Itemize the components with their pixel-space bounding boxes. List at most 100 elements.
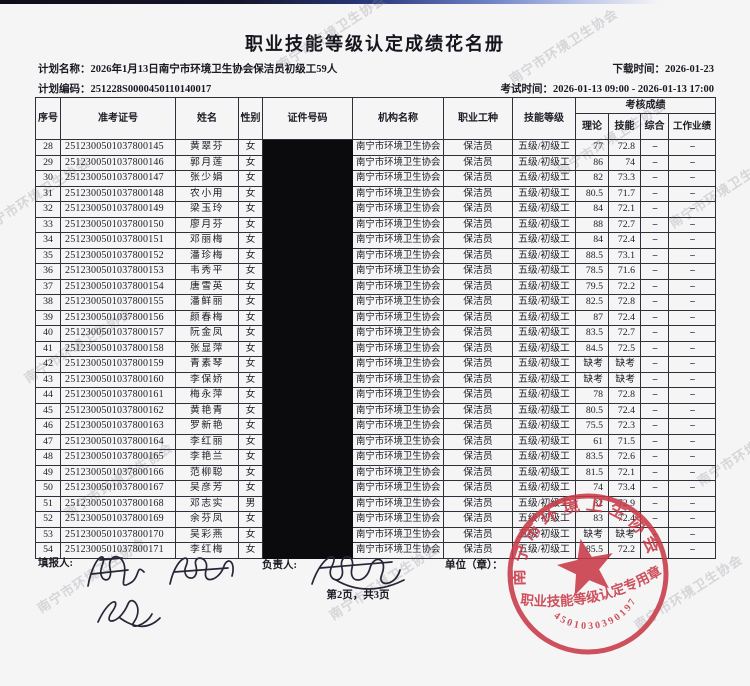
gender: 女 [238,170,263,187]
plan-name-value: 2026年1月13日南宁市环境卫生协会保洁员初级工59人 [90,64,338,75]
org-name: 南宁市环境卫生协会 [352,309,444,326]
work-performance-score: -- [668,418,716,435]
table-row: 40 2512300501037800157 阮金凤女 南宁市环境卫生协会 保洁员 五级/… [35,325,716,342]
table-row: 46 2512300501037800163 罗新艳女 南宁市环境卫生协会 保洁员 五级/… [35,418,716,435]
work-performance-score: -- [668,464,716,481]
ticket-number: 2512300501037800161 [60,387,176,404]
table-row: 41 2512300501037800158 张显萍女 南宁市环境卫生协会 保洁员 五级/… [35,340,716,357]
occupation: 保洁员 [443,309,513,326]
ticket-number: 2512300501037800165 [60,449,176,466]
table-row: 30 2512300501037800147 张少娟女 南宁市环境卫生协会 保洁员 五级/… [35,170,716,187]
skill-level: 五级/初级工 [512,154,576,171]
row-number: 54 [35,542,61,559]
occupation: 保洁员 [443,263,513,280]
comprehensive-score: -- [640,480,669,497]
occupation: 保洁员 [443,371,513,388]
row-number: 50 [35,480,61,497]
unit-seal-label: 单位（章）： [445,560,503,571]
skill-score: 72.2 [608,278,641,295]
comprehensive-score: -- [640,449,669,466]
candidate-name: 范柳聪 [175,464,239,481]
table-row: 48 2512300501037800165 李艳兰女 南宁市环境卫生协会 保洁员 五级/… [35,449,716,466]
exam-time-label: 考试时间： [500,84,554,95]
table-header: 序号 准考证号 姓名 性别 证件号码 机构名称 职业工种 技能等级 考核成绩 理论 技能 综合 工作业绩 [35,97,716,140]
column-header: 职业工种 [443,97,513,140]
row-number: 35 [35,247,61,264]
row-number: 39 [35,309,61,326]
theory-score: 80.5 [575,402,609,419]
skill-level: 五级/初级工 [512,185,576,202]
work-performance-score: -- [668,371,716,388]
work-performance-score: -- [668,139,716,156]
gender: 女 [238,449,263,466]
ticket-number: 2512300501037800148 [60,185,176,202]
row-number: 53 [35,526,61,543]
occupation: 保洁员 [443,511,513,528]
candidate-name: 余芬凤 [175,511,239,528]
skill-score: 72.3 [608,418,641,435]
plan-name-line: 计划名称：2026年1月13日南宁市环境卫生协会保洁员初级工59人 [38,61,337,76]
skill-level: 五级/初级工 [512,232,576,249]
ticket-number: 2512300501037800162 [60,402,176,419]
table-row: 32 2512300501037800149 梁玉玲女 南宁市环境卫生协会 保洁员 五级/… [35,201,716,218]
theory-score: 87 [575,309,609,326]
skill-score: 71.5 [608,433,641,450]
candidate-name: 潘鲜丽 [175,294,239,311]
skill-score: 72.9 [608,495,641,512]
ticket-number: 2512300501037800152 [60,247,176,264]
work-performance-score: -- [668,542,716,559]
theory-score: 缺考 [575,526,609,543]
gender: 女 [238,154,263,171]
skill-score: 73.4 [608,480,641,497]
gender: 女 [238,278,263,295]
row-number: 38 [35,294,61,311]
table-row: 52 2512300501037800169 余芬凤女 南宁市环境卫生协会 保洁员 五级/… [35,511,716,528]
occupation: 保洁员 [443,387,513,404]
row-number: 30 [35,170,61,187]
occupation: 保洁员 [443,185,513,202]
comprehensive-score: -- [640,464,669,481]
id-number-redacted [262,309,353,326]
occupation: 保洁员 [443,402,513,419]
row-number: 32 [35,201,61,218]
org-name: 南宁市环境卫生协会 [352,495,444,512]
id-number-redacted [262,325,353,342]
ticket-number: 2512300501037800156 [60,309,176,326]
theory-score: 83.5 [575,325,609,342]
comprehensive-score: -- [640,356,669,373]
scanned-document-page: { "title": "职业技能等级认定成绩花名册", "meta": { "p… [0,0,750,655]
id-number-redacted [262,263,353,280]
skill-level: 五级/初级工 [512,480,576,497]
ticket-number: 2512300501037800167 [60,480,176,497]
id-number-redacted [262,154,353,171]
skill-score: 缺考 [608,371,641,388]
row-number: 33 [35,216,61,233]
id-number-redacted [262,511,353,528]
ticket-number: 2512300501037800155 [60,294,176,311]
theory-score: 82.5 [575,294,609,311]
gender: 女 [238,309,263,326]
id-number-redacted [262,464,353,481]
work-performance-score: -- [668,511,716,528]
skill-score: 72.1 [608,464,641,481]
skill-score: 71.6 [608,263,641,280]
org-name: 南宁市环境卫生协会 [352,340,444,357]
page-title: 职业技能等级认定成绩花名册 [245,34,505,54]
skill-level: 五级/初级工 [512,247,576,264]
candidate-name: 廖月芬 [175,216,239,233]
table-row: 45 2512300501037800162 黄艳青女 南宁市环境卫生协会 保洁员 五级/… [35,402,716,419]
table-row: 37 2512300501037800154 唐雪英女 南宁市环境卫生协会 保洁员 五级/… [35,278,716,295]
skill-level: 五级/初级工 [512,526,576,543]
column-header: 序号 [35,97,61,140]
ticket-number: 2512300501037800157 [60,325,176,342]
table-row: 53 2512300501037800170 吴彩燕女 南宁市环境卫生协会 保洁员 五级/… [35,526,716,543]
download-time-line: 下载时间：2026-01-23 [613,61,715,76]
occupation: 保洁员 [443,139,513,156]
candidate-name: 张显萍 [175,340,239,357]
occupation: 保洁员 [443,201,513,218]
theory-score: 61 [575,433,609,450]
exam-time-value: 2026-01-13 09:00 - 2026-01-13 17:00 [553,84,714,95]
theory-score: 81.5 [575,464,609,481]
work-performance-score: -- [668,356,716,373]
filler-signature-2 [90,588,200,639]
